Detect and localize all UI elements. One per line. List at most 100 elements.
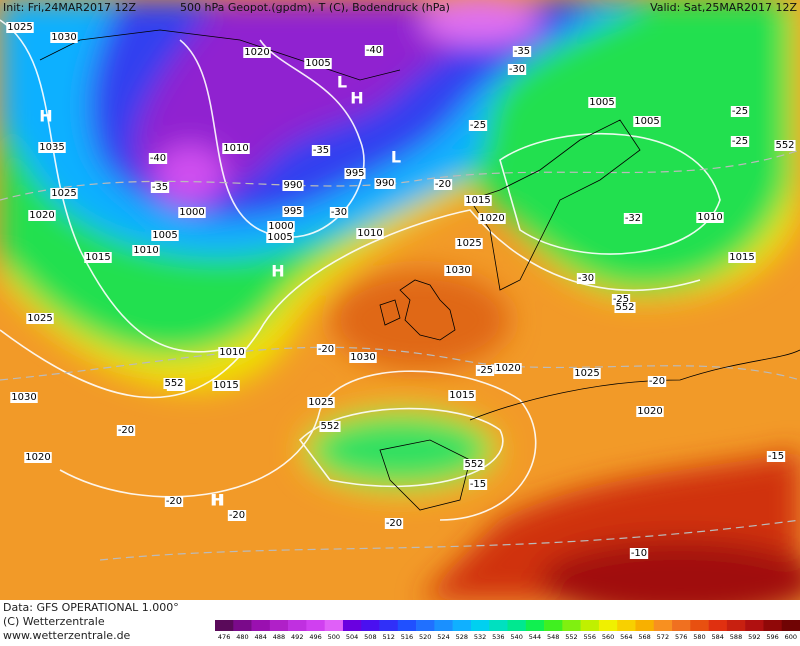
label-box (468, 120, 488, 131)
label-box (475, 365, 495, 376)
colorbar-cell (525, 620, 545, 631)
contour-label: 1010 (219, 347, 244, 358)
contour-label: -40 (150, 153, 166, 164)
contour-label: 1020 (637, 406, 662, 417)
init-time: Init: Fri,24MAR2017 12Z (3, 1, 137, 14)
label-box (774, 140, 796, 151)
map-labels: 1025103010351025102010151010100510009909… (6, 22, 796, 559)
contour-label: -35 (514, 46, 530, 57)
colorbar-label: 492 (291, 633, 303, 641)
label-box (730, 106, 750, 117)
colorbar-label: 520 (419, 633, 431, 641)
label-box (356, 228, 384, 239)
colorbar-label: 568 (638, 633, 650, 641)
label-box (304, 58, 332, 69)
contour-label: 552 (320, 421, 339, 432)
contour-label: 1010 (697, 212, 722, 223)
valid-time: Valid: Sat,25MAR2017 12Z (650, 1, 797, 14)
colorbar-label: 484 (254, 633, 266, 641)
contour-label: -32 (625, 213, 641, 224)
contour-label: 552 (164, 378, 183, 389)
label-box (50, 32, 78, 43)
contour-label: -30 (331, 207, 347, 218)
contour-label: -25 (613, 294, 629, 305)
contour-label: 1015 (85, 252, 110, 263)
colorbar-label: 592 (748, 633, 760, 641)
label-box (468, 479, 488, 490)
colorbar-label: 504 (346, 633, 358, 641)
label-box (243, 47, 271, 58)
contour-label: 1000 (268, 221, 293, 232)
label-box (696, 212, 724, 223)
contour-label: 1025 (456, 238, 481, 249)
label-box (267, 221, 295, 232)
label-box (10, 392, 38, 403)
colorbar-cell (726, 620, 746, 631)
colorbar-label: 596 (766, 633, 778, 641)
map-title: 500 hPa Geopot.(gpdm), T (C), Bodendruck… (180, 1, 450, 14)
label-box (38, 142, 66, 153)
colorbar-label: 536 (492, 633, 504, 641)
label-box (282, 180, 304, 191)
contour-label: 990 (283, 180, 302, 191)
colorbar-label: 576 (675, 633, 687, 641)
colorbar-label: 540 (510, 633, 522, 641)
contour-label: -20 (166, 496, 182, 507)
label-box (307, 397, 335, 408)
label-box (164, 496, 184, 507)
colorbar-cell (452, 620, 472, 631)
contour-label: 1020 (25, 452, 50, 463)
colorbar-label: 508 (364, 633, 376, 641)
label-box (463, 459, 485, 470)
colorbar-cell (306, 620, 325, 631)
copyright: (C) Wetterzentrale (3, 615, 105, 628)
colorbar-cell (507, 620, 527, 631)
contour-label: 1020 (244, 47, 269, 58)
contour-label: -40 (366, 45, 382, 56)
colorbar-label: 488 (273, 633, 285, 641)
contour-label: 1025 (7, 22, 32, 33)
contour-label: -25 (732, 106, 748, 117)
contour-label: 1015 (729, 252, 754, 263)
contour-label: 552 (775, 140, 794, 151)
label-box (266, 232, 294, 243)
contour-label: 1025 (51, 188, 76, 199)
colorbar-label: 544 (529, 633, 541, 641)
label-box (374, 178, 396, 189)
label-box (730, 136, 750, 147)
colorbar-label: 584 (712, 633, 724, 641)
contour-label: 1010 (357, 228, 382, 239)
colorbar-cell (653, 620, 673, 631)
label-box (444, 265, 472, 276)
label-box (148, 153, 168, 164)
label-box (512, 46, 532, 57)
label-box (116, 425, 136, 436)
label-box (494, 363, 522, 374)
contour-label: -35 (313, 145, 329, 156)
colorbar-label: 496 (309, 633, 321, 641)
contour-label: 1035 (39, 142, 64, 153)
label-box (629, 548, 649, 559)
contour-label: 1015 (213, 380, 238, 391)
colorbar-cell (763, 620, 783, 631)
pressure-center: H (210, 491, 223, 510)
label-box (633, 116, 661, 127)
colorbar-label: 572 (657, 633, 669, 641)
label-box (50, 188, 78, 199)
colorbar-cell (342, 620, 362, 631)
contour-label: -20 (318, 344, 334, 355)
label-box (316, 344, 336, 355)
contour-label: 1025 (574, 368, 599, 379)
contour-label: 1020 (29, 210, 54, 221)
label-box (212, 380, 240, 391)
label-box (588, 97, 616, 108)
colorbar-cell (708, 620, 728, 631)
data-source: Data: GFS OPERATIONAL 1.000° (3, 601, 179, 614)
label-box (433, 179, 453, 190)
pressure-center: L (391, 148, 401, 167)
colorbar-label: 560 (602, 633, 614, 641)
colorbar-cell (562, 620, 581, 631)
colorbar-cell (269, 620, 289, 631)
contour-label: -30 (578, 273, 594, 284)
